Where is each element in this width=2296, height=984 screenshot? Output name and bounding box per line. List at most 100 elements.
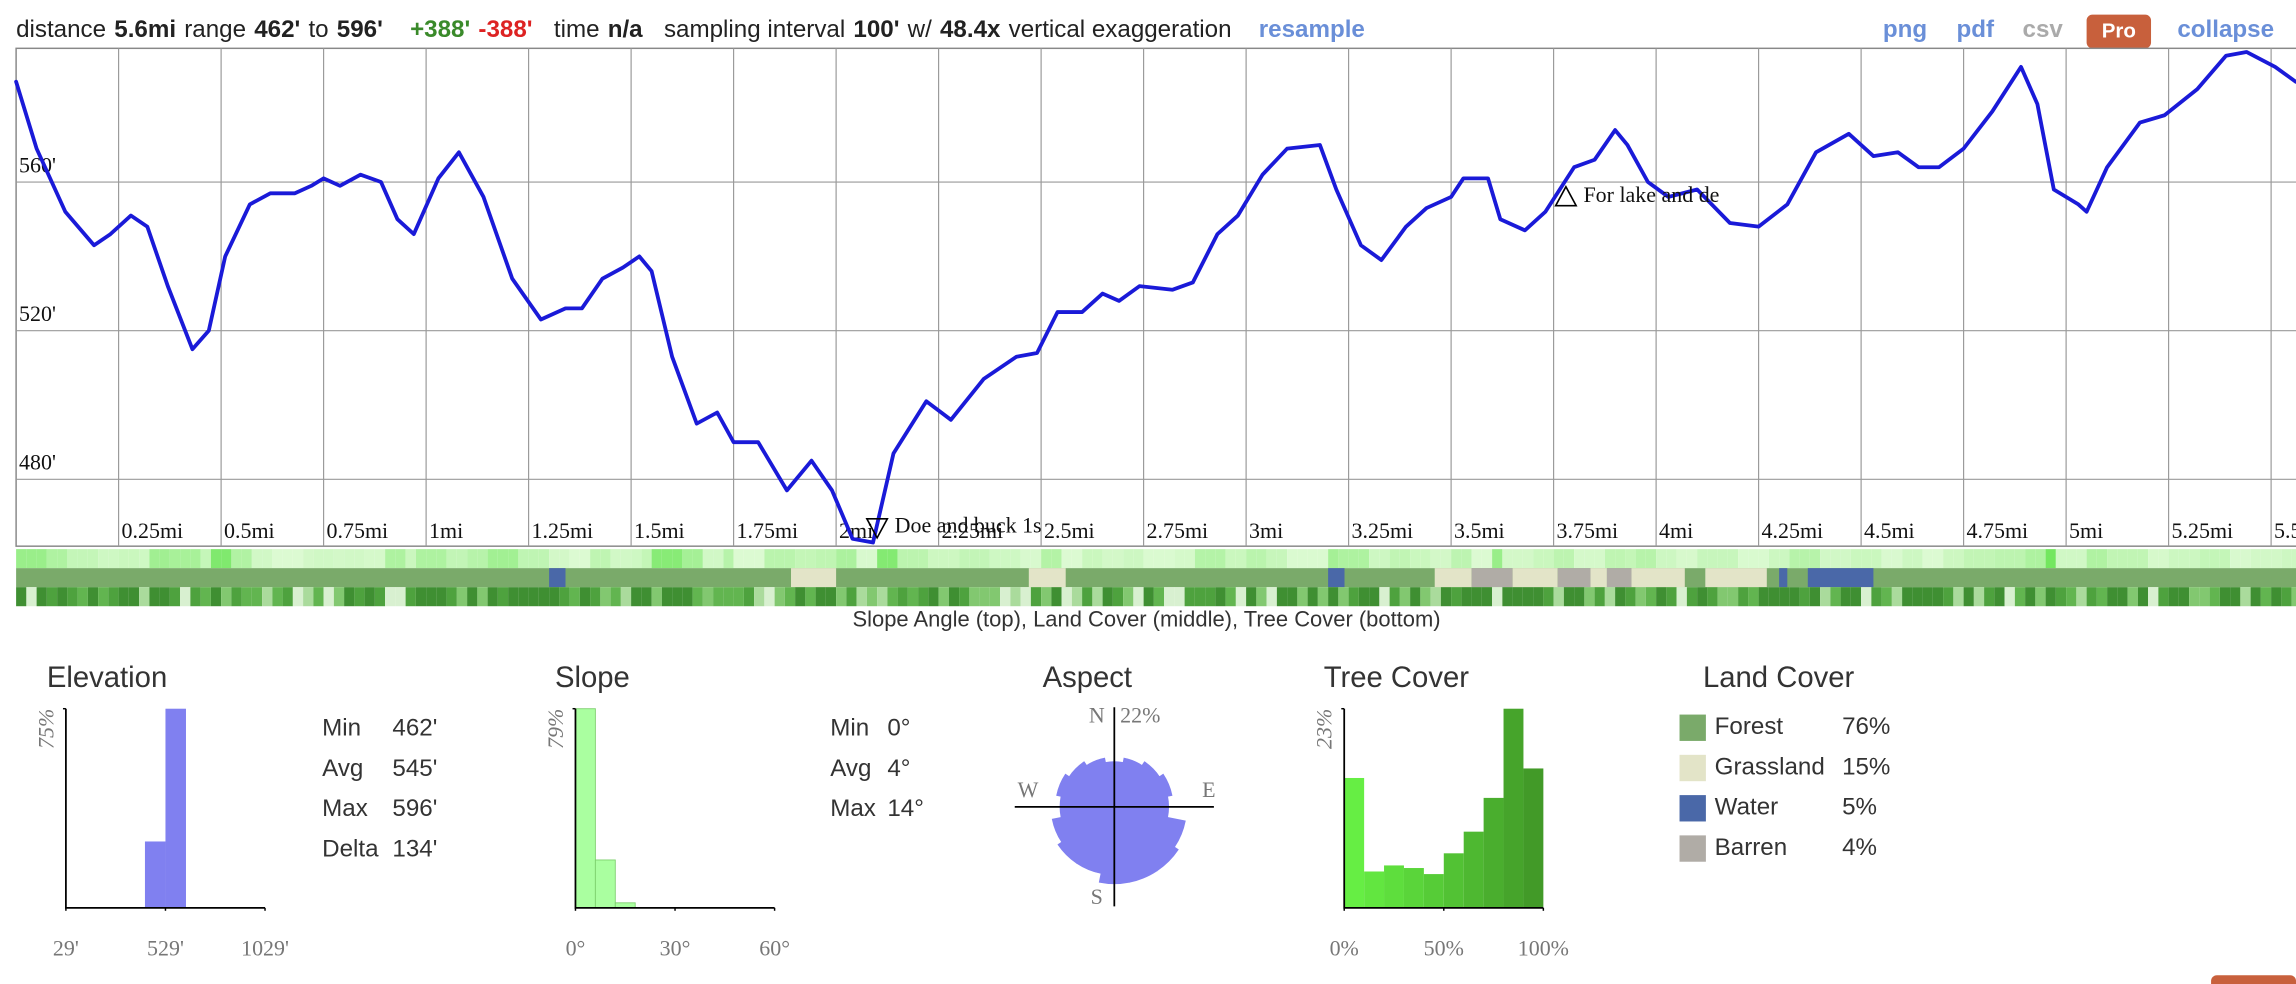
legend-share: 15% [1842,753,1890,780]
label: sampling interval [664,16,845,43]
slope-cell [2260,549,2272,569]
tree-cover-cell [1071,587,1083,607]
waypoint-label: For lake and de [1583,182,1719,207]
slope-cell [1430,549,1441,569]
slope-cell [1481,549,1493,569]
tree-cover-cell [1563,587,1575,607]
value: 596' [337,16,383,43]
slope-cell [436,549,447,569]
x-tick-label: 3.25mi [1352,518,1414,543]
tree-cover-cell [2086,587,2097,607]
slope-cell [918,549,929,569]
x-tick-label: 0.5mi [224,518,275,543]
tree-cover-cell [1379,587,1390,607]
pro-badge[interactable] [2086,14,2152,49]
tree-cover-cell [2230,587,2241,607]
corner-badge[interactable] [2211,975,2296,984]
slope-cell [1625,549,1636,569]
label: distance [16,16,106,43]
slope-cell [1686,549,1698,569]
tree-cover-cell [497,587,509,607]
slope-cell [784,549,796,569]
tree-cover-cell [118,587,129,607]
slope-cell [1041,549,1052,569]
tree-cover-cell [272,587,283,607]
slope-cell [1369,549,1380,569]
slope-cell [190,549,201,569]
png-button[interactable]: png [1883,16,1927,43]
x-tick-label: 1.5mi [634,518,685,543]
tree-cover-cell [1656,587,1667,607]
tree-cover-cell [1164,587,1175,607]
legend-label: Water [1715,794,1779,821]
pdf-button[interactable]: pdf [1957,16,1996,43]
slope-cell [1594,549,1605,569]
tree-cover-cell [241,587,252,607]
stat-label: Avg [830,755,871,782]
slope-cell [2045,549,2056,569]
tree-cover-cell [2178,587,2190,607]
tree-cover-cell [651,587,662,607]
panel-title: Land Cover [1703,661,1855,694]
slope-cell [1902,549,1913,569]
tree-cover-cell [87,587,99,607]
tree-cover-cell [2035,587,2046,607]
slope-cell [1440,549,1452,569]
aspect-direction: W [1018,777,1039,802]
tree-cover-cell [46,587,58,607]
waypoint-label: Doe and buck 1s [895,513,1042,538]
stat-label: Max [830,795,876,822]
tree-cover-cell [2250,587,2261,607]
pro-label[interactable]: Pro [2102,20,2136,43]
slope-cell [1502,549,1513,569]
tree-cover-cell [16,587,27,607]
tree-cover-cell [1451,587,1462,607]
tree-cover-cell [1123,587,1134,607]
tree-cover-cell [2045,587,2056,607]
tree-cover-cell [1748,587,1759,607]
tree-cover-cell [672,587,683,607]
tree-cover-cell [1902,587,1913,607]
tree-cover-cell [1061,587,1072,607]
tree-cover-cell [98,587,109,607]
tree-cover-cell [579,587,591,607]
slope-cell [2219,549,2231,569]
slope-cell [1543,549,1554,569]
collapse-button[interactable]: collapse [2177,16,2274,43]
slope-cell [846,549,857,569]
slope-cell [180,549,191,569]
stat-value: 462' [392,715,437,742]
tree-cover-cell [528,587,539,607]
stat-value: 545' [392,755,437,782]
tree-cover-cell [2158,587,2169,607]
csv-button[interactable]: csv [2023,16,2064,43]
slope-cell [897,549,908,569]
slope-cell [1215,549,1226,569]
tree-cover-cell [354,587,365,607]
slope-cell [1471,549,1482,569]
slope-cell [600,549,611,569]
loss: -388' [478,16,532,43]
tree-cover-cell [641,587,652,607]
slope-cell [385,549,396,569]
tree-cover-cell [1358,587,1370,607]
tree-cover-cell [1840,587,1851,607]
slope-cell [1205,549,1216,569]
slope-cell [2199,549,2210,569]
tree-cover-cell [405,587,416,607]
tree-cover-cell [282,587,293,607]
slope-cell [1420,549,1431,569]
slope-cell [856,549,867,569]
slope-cell [1153,549,1165,569]
slope-cell [1399,549,1411,569]
tree-cover-cell [149,587,160,607]
tree-cover-cell [1984,587,1995,607]
tree-cover-cell [323,587,334,607]
x-tick-label: 50% [1424,935,1464,960]
resample-link[interactable]: resample [1259,16,1365,43]
aspect-wedge [1051,806,1115,843]
slope-cell [672,549,683,569]
tree-cover-cell [600,587,611,607]
tree-cover-cell [856,587,867,607]
histogram-bar [1443,853,1464,908]
